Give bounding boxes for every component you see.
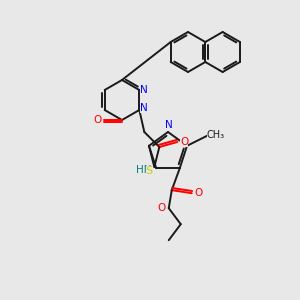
Text: CH₃: CH₃ xyxy=(207,130,225,140)
Text: S: S xyxy=(146,166,153,176)
Text: N: N xyxy=(165,120,173,130)
Text: HN: HN xyxy=(136,165,151,175)
Text: O: O xyxy=(158,203,166,213)
Text: N: N xyxy=(140,85,148,95)
Text: O: O xyxy=(195,188,203,198)
Text: N: N xyxy=(140,103,148,113)
Text: O: O xyxy=(180,137,188,147)
Text: O: O xyxy=(93,115,101,125)
